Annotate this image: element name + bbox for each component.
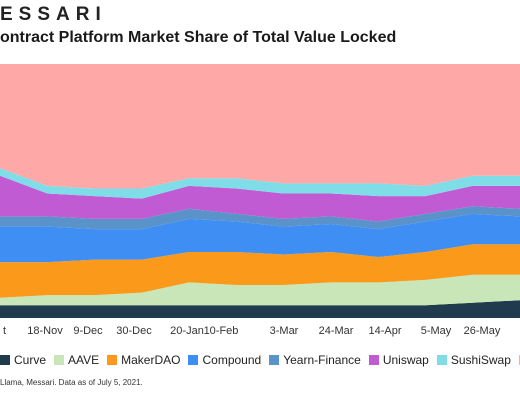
- x-tick-label: 9-Dec: [73, 325, 103, 337]
- legend-swatch: [188, 354, 199, 365]
- x-tick-label: 5-May: [421, 325, 452, 337]
- area-sushiswap: [0, 168, 520, 199]
- x-tick-label: 18-Nov: [27, 325, 63, 337]
- legend-item: SushiSwap: [436, 352, 511, 367]
- legend-label: Compound: [202, 352, 262, 367]
- legend-item: MakerDAO: [107, 353, 180, 367]
- legend-item: Compound: [188, 353, 261, 367]
- legend-item: Other: [518, 353, 520, 367]
- legend-swatch: [269, 354, 280, 365]
- brand-logo: ESSARI: [0, 4, 107, 25]
- legend-item: Curve: [0, 353, 46, 367]
- x-tick-label: 26-May: [464, 325, 501, 337]
- legend-label: Curve: [14, 352, 47, 367]
- area-uniswap: [0, 175, 520, 222]
- x-tick-label: 20-Jan: [170, 325, 204, 337]
- area-aave: [0, 274, 520, 306]
- legend-label: AAVE: [68, 352, 100, 367]
- area-makerdao: [0, 244, 520, 298]
- legend-swatch: [368, 354, 379, 365]
- legend-swatch: [54, 354, 65, 365]
- area-curve: [0, 300, 520, 318]
- area-chart: t 18-Nov 9-Dec 30-Dec 20-Jan 10-Feb 3-Mar 24-Ma…: [0, 64, 520, 337]
- legend-swatch: [0, 354, 10, 365]
- chart-title: ontract Platform Market Share of Total V…: [0, 29, 397, 46]
- area-yearn-finance: [0, 206, 520, 230]
- area-other: [0, 64, 520, 189]
- legend-swatch: [436, 354, 447, 365]
- x-tick-label: 3-Mar: [270, 325, 299, 337]
- legend: Curve AAVE MakerDAO Compound Yearn-Finance Un…: [0, 352, 520, 372]
- x-tick-label: 10-Feb: [204, 325, 239, 337]
- x-tick-label: 24-Mar: [319, 325, 354, 337]
- legend-label: Yearn-Finance: [283, 352, 361, 367]
- x-tick-label: t: [3, 325, 6, 337]
- x-axis-ticks: t 18-Nov 9-Dec 30-Dec 20-Jan 10-Feb 3-Mar 24-Ma…: [3, 325, 501, 337]
- legend-label: SushiSwap: [450, 352, 511, 367]
- x-tick-label: 30-Dec: [116, 325, 152, 337]
- legend-label: Uniswap: [382, 352, 429, 367]
- legend-item: Yearn-Finance: [269, 353, 361, 367]
- area-layers: [0, 64, 520, 318]
- legend-item: Uniswap: [368, 352, 429, 367]
- source-note: Llama, Messari. Data as of July 5, 2021.: [0, 378, 143, 387]
- legend-label: MakerDAO: [121, 352, 181, 367]
- legend-item: AAVE: [54, 353, 99, 367]
- legend-swatch: [518, 354, 520, 365]
- x-tick-label: 14-Apr: [368, 325, 401, 337]
- area-compound: [0, 213, 520, 263]
- legend-swatch: [107, 354, 118, 365]
